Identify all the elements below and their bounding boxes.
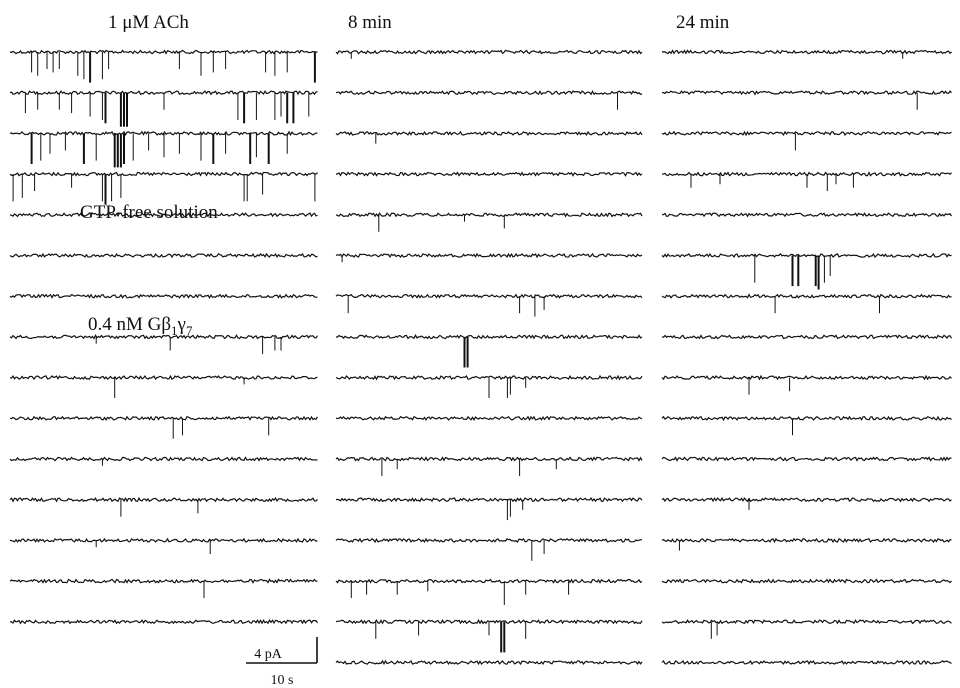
trace-0-7-baseline <box>9 334 318 340</box>
trace-2-7-baseline <box>661 334 953 340</box>
trace-0-0-baseline <box>9 49 318 55</box>
trace-1-8-baseline <box>335 374 643 381</box>
trace-2-14-baseline <box>661 619 952 625</box>
trace-2-15-baseline <box>661 659 952 666</box>
scale-bar-time-label: 10 s <box>271 673 294 688</box>
trace-2-4-baseline <box>661 212 953 218</box>
trace-2-10-baseline <box>661 456 952 462</box>
panel-title-24min: 24 min <box>676 12 730 33</box>
trace-1-7-baseline <box>335 334 643 340</box>
segment-label-gtp-free: GTP-free solution <box>80 202 218 223</box>
panel-ach-traces <box>9 49 319 625</box>
trace-1-11-baseline <box>335 497 643 503</box>
trace-1-6-baseline <box>335 293 643 299</box>
trace-0-10-baseline <box>9 456 318 462</box>
trace-0-6-baseline <box>9 293 318 300</box>
panel-8min-traces <box>335 49 643 666</box>
trace-1-5-baseline <box>335 252 643 259</box>
trace-2-9-baseline <box>661 415 952 422</box>
trace-2-13-baseline <box>661 578 952 584</box>
trace-2-8-baseline <box>661 374 952 381</box>
trace-0-11-baseline <box>9 496 318 503</box>
trace-2-5-baseline <box>661 252 952 258</box>
trace-2-0-baseline <box>661 49 952 55</box>
trace-1-3-baseline <box>335 171 643 177</box>
panel-8min: 8 min <box>335 12 643 666</box>
trace-1-9-baseline <box>335 415 643 422</box>
trace-0-12-baseline <box>9 537 318 543</box>
panel-24min-traces <box>661 49 953 666</box>
panel-title-8min: 8 min <box>348 12 392 33</box>
trace-0-8-baseline <box>9 374 318 381</box>
trace-1-4-baseline <box>335 212 643 218</box>
trace-1-13-baseline <box>335 578 643 584</box>
trace-1-14-baseline <box>335 619 643 625</box>
trace-2-12-baseline <box>661 537 952 544</box>
panel-title-ach: 1 μM ACh <box>108 12 189 33</box>
panel-24min: 24 min <box>661 12 953 666</box>
trace-1-2-baseline <box>335 130 643 137</box>
trace-1-10-baseline <box>335 456 643 462</box>
trace-0-4-baseline <box>9 212 318 218</box>
segment-label-gbg: 0.4 nM Gβ1γ7 <box>88 314 193 338</box>
trace-1-1-baseline <box>335 89 643 96</box>
trace-0-5-baseline <box>9 252 318 259</box>
trace-0-13-baseline <box>9 578 318 584</box>
scale-bar-current-label: 4 pA <box>254 647 283 662</box>
trace-0-2-baseline <box>9 130 318 137</box>
trace-0-3-baseline <box>9 171 318 177</box>
trace-1-0-baseline <box>335 49 643 55</box>
scale-bar: 4 pA 10 s <box>246 637 318 688</box>
trace-0-14-baseline <box>9 619 318 625</box>
trace-0-9-baseline <box>9 415 319 421</box>
panel-ach: 1 μM ACh GTP-free solution 0.4 nM Gβ1γ7 <box>9 12 319 625</box>
trace-2-6-baseline <box>661 293 952 299</box>
trace-2-1-baseline <box>661 90 952 96</box>
trace-2-2-baseline <box>661 130 952 137</box>
trace-1-15-baseline <box>335 659 643 666</box>
trace-1-12-baseline <box>335 537 643 544</box>
trace-2-11-baseline <box>661 496 952 503</box>
